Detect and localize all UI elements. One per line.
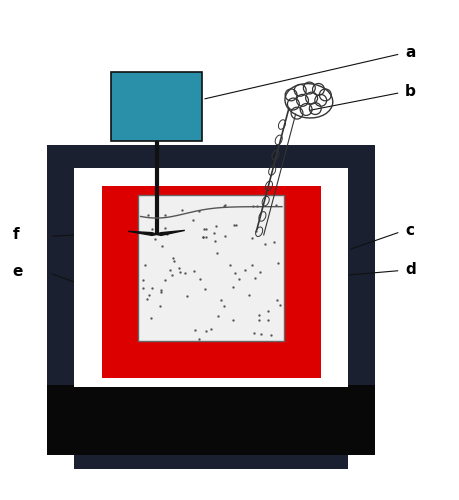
Text: c: c [405, 223, 414, 238]
Bar [138, 196, 284, 341]
Bar [47, 384, 375, 456]
Bar [74, 168, 348, 387]
Bar [74, 442, 348, 469]
Polygon shape [128, 230, 185, 235]
Text: a: a [405, 45, 415, 60]
Bar [111, 72, 202, 140]
Text: b: b [405, 84, 416, 98]
Text: f: f [13, 228, 19, 242]
Text: d: d [405, 262, 416, 276]
Text: e: e [13, 264, 23, 279]
Bar [102, 186, 321, 378]
Bar [47, 145, 375, 456]
